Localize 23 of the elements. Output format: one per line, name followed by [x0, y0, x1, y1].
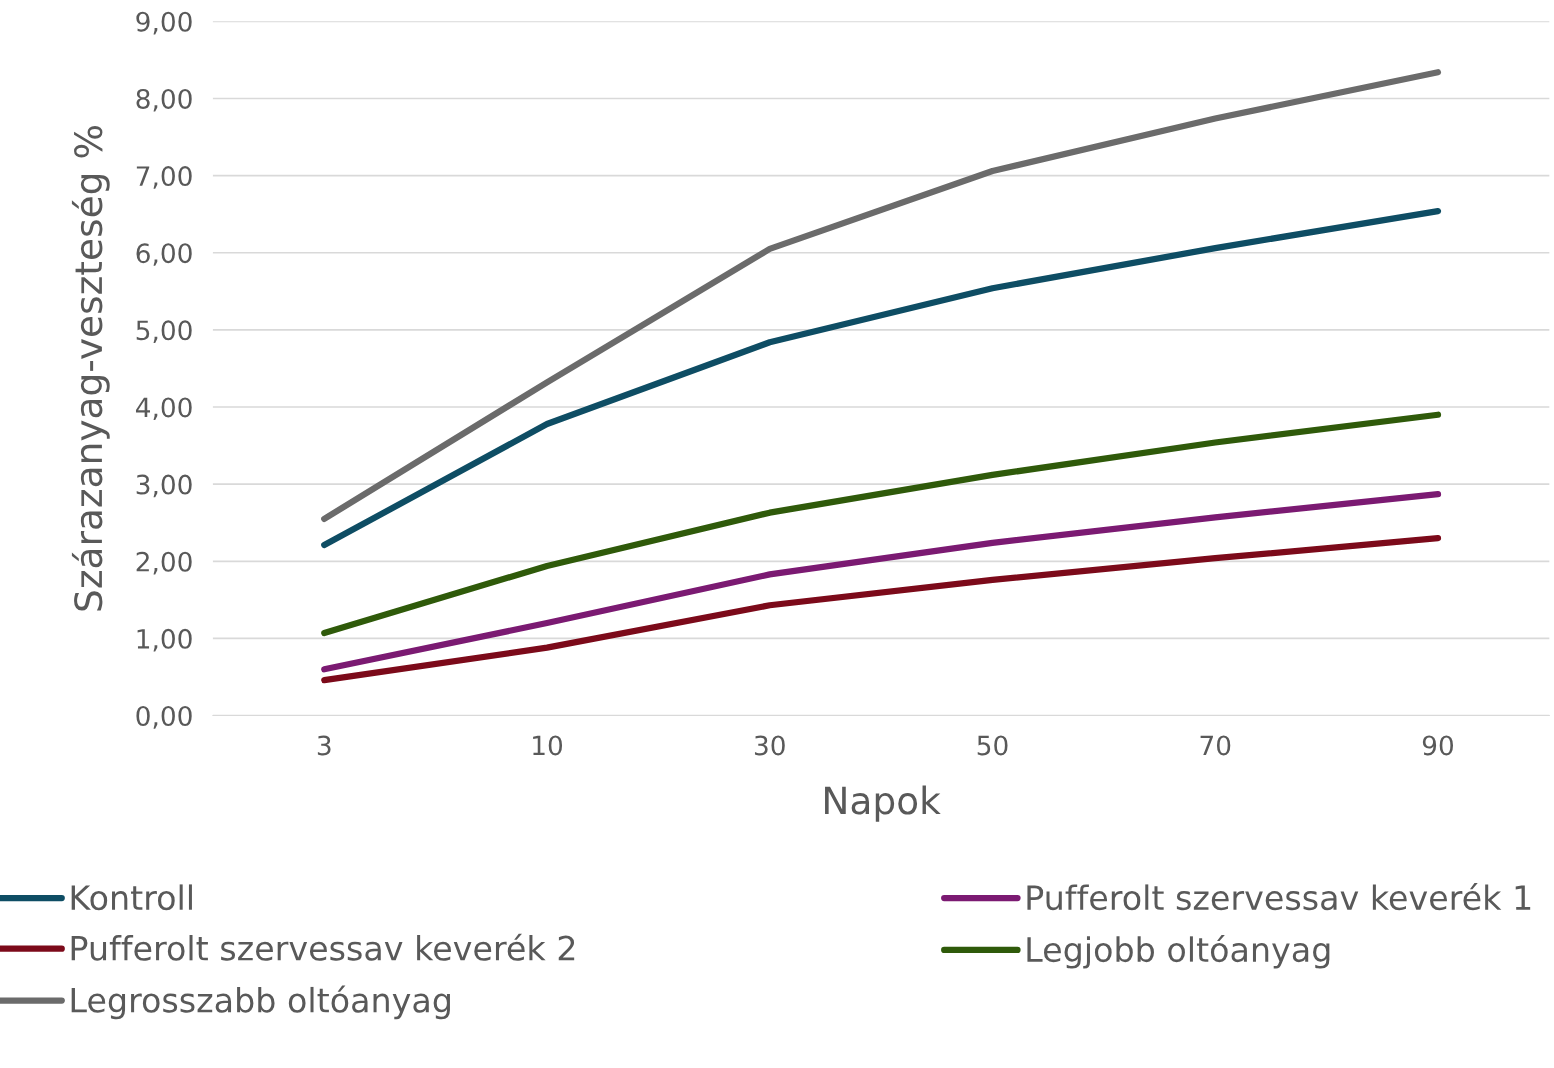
x-tick-label: 3: [317, 735, 331, 756]
legend-label: Kontroll: [71, 884, 192, 911]
y-tick-label: 9,00: [136, 11, 192, 35]
y-tick-label: 0,00: [136, 706, 192, 729]
legend-label: Pufferolt szervessav keverék 2: [71, 933, 575, 961]
y-tick-label: 4,00: [135, 397, 192, 421]
x-tick-label: 30: [754, 735, 785, 756]
y-tick-label: 6,00: [136, 243, 192, 266]
legend-label: Legrosszabb oltóanyag: [71, 985, 450, 1020]
y-tick-label: 8,00: [136, 88, 192, 112]
y-tick-label: 3,00: [136, 474, 192, 498]
y-axis-title: Szárazanyag-veszteség %: [71, 126, 110, 611]
x-tick-label: 10: [533, 735, 563, 756]
y-tick-label: 1,00: [137, 628, 192, 652]
x-tick-label: 70: [1200, 735, 1231, 756]
legend-label: Legjobb oltóanyag: [1027, 934, 1330, 969]
x-axis-title: Napok: [825, 785, 941, 822]
x-tick-label: 50: [977, 735, 1008, 756]
legend-label: Pufferolt szervessav keverék 1: [1027, 883, 1531, 911]
y-tick-label: 2,00: [136, 551, 192, 575]
y-tick-label: 7,00: [136, 166, 192, 189]
x-tick-label: 90: [1422, 735, 1454, 756]
y-tick-label: 5,00: [136, 320, 192, 343]
